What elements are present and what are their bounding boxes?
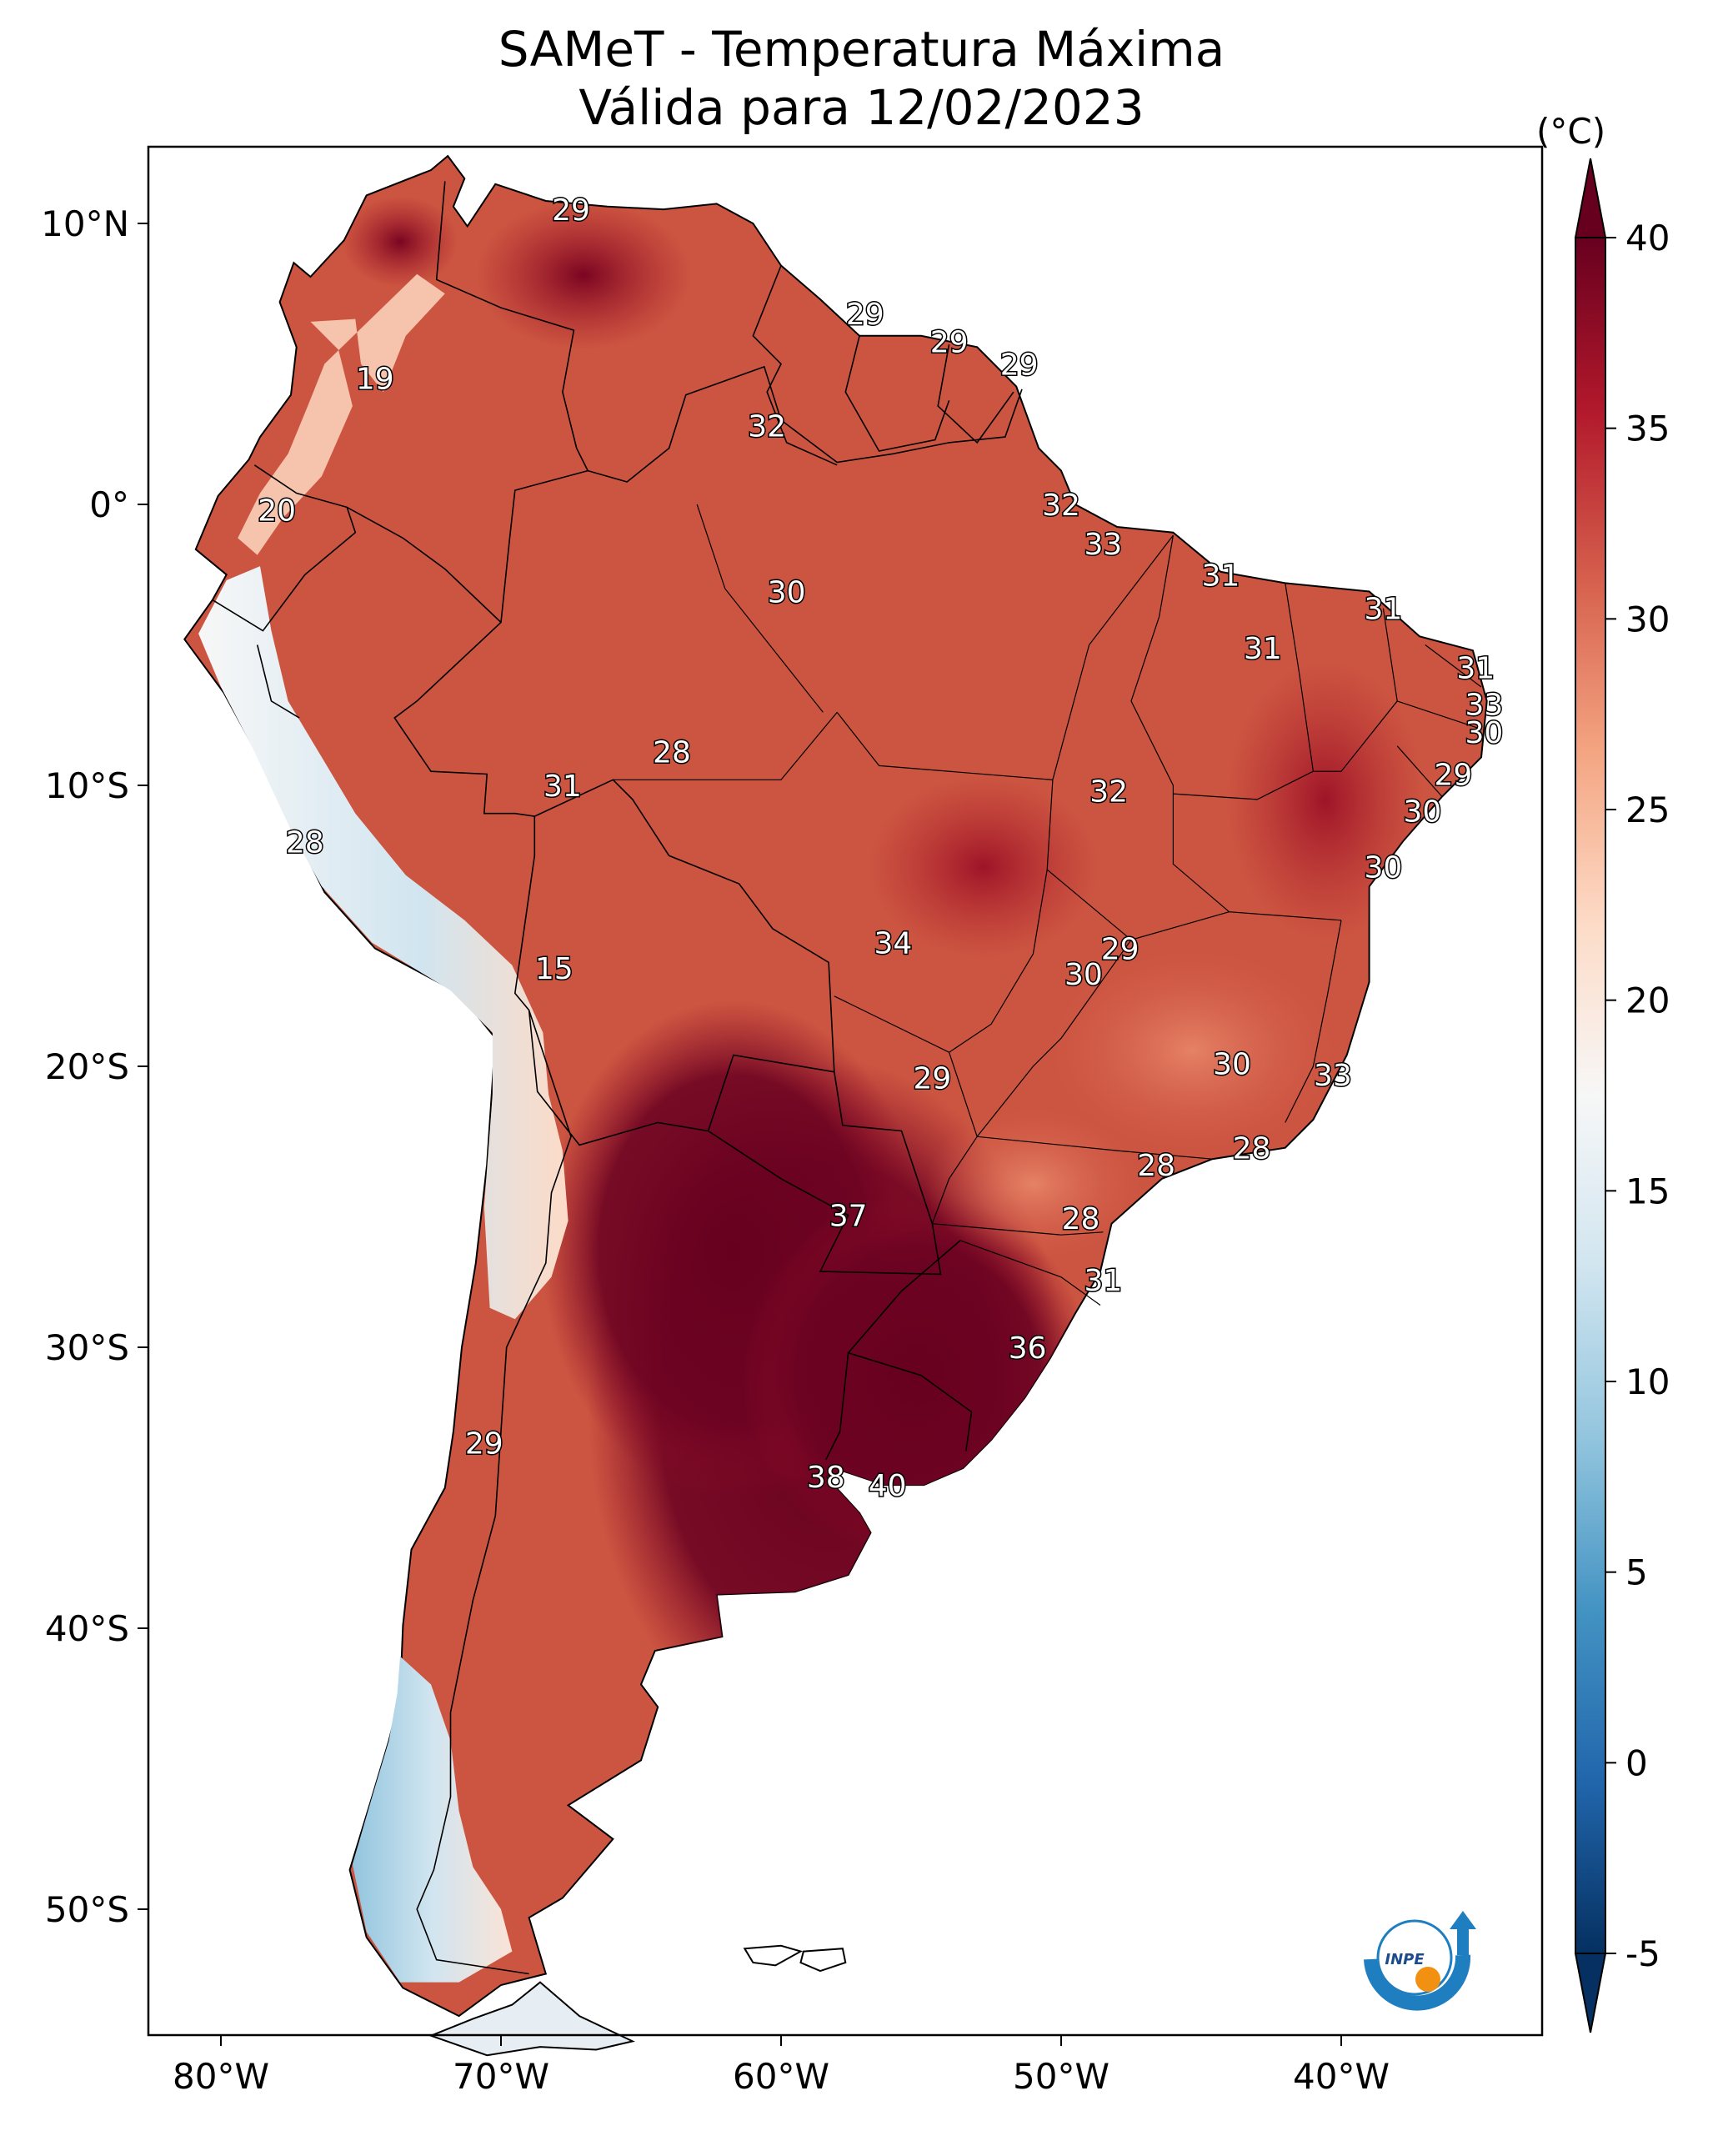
city-temperature-label: 33 (1465, 688, 1503, 722)
map-title-line1: SAMeT - Temperatura Máxima (498, 21, 1225, 78)
colorbar-tick-label: 30 (1625, 599, 1670, 639)
colorbar-unit: (°C) (1536, 111, 1605, 152)
city-temperature-label: 32 (1089, 775, 1128, 810)
longitude-axis: 80°W 70°W 60°W 50°W 40°W (173, 2035, 1390, 2097)
city-temperature-label: 29 (1101, 933, 1139, 967)
city-temperature-label: 31 (1364, 593, 1402, 627)
city-temperature-label: 33 (1084, 528, 1122, 562)
city-temperature-label: 30 (1213, 1048, 1251, 1082)
colorbar: 40 35 30 25 20 15 10 5 0 -5 (°C) (1536, 111, 1670, 2033)
colorbar-ticks: 40 35 30 25 20 15 10 5 0 -5 (1605, 218, 1670, 1974)
city-temperature-label: 38 (807, 1461, 845, 1495)
city-temperature-label: 28 (1233, 1132, 1271, 1166)
inpe-logo: INPE (1364, 1911, 1476, 2011)
city-temperature-label: 28 (1137, 1149, 1175, 1183)
colorbar-tick-label: 10 (1625, 1361, 1670, 1402)
falkland-islands (743, 1944, 847, 1973)
city-temperature-label: 29 (465, 1427, 503, 1462)
map-frame (147, 145, 1544, 2037)
city-temperature-label: 28 (286, 825, 324, 860)
city-temperature-label: 29 (930, 326, 969, 360)
city-temperature-label: 37 (829, 1200, 868, 1234)
city-temperature-label: 28 (653, 736, 691, 770)
city-temperature-label: 19 (356, 362, 394, 396)
city-temperature-label: 15 (535, 952, 573, 986)
city-temperature-label: 29 (552, 193, 590, 228)
city-temperature-label: 40 (869, 1469, 907, 1503)
colombian-andes-cool-band (238, 273, 445, 555)
state-borders (613, 504, 1482, 1306)
city-temperature-label: 31 (1456, 652, 1495, 686)
city-temperature-label: 29 (1434, 759, 1472, 793)
heat-core-cerrado (867, 775, 1100, 959)
city-temperature-label: 29 (846, 298, 884, 332)
colorbar-tick-label: 0 (1625, 1742, 1648, 1783)
y-tick-label: 50°S (45, 1889, 129, 1930)
colorbar-tick-label: 20 (1625, 980, 1670, 1021)
city-temperature-label: 30 (1364, 851, 1402, 885)
mild-area-sao-paulo (925, 1109, 1142, 1259)
city-temperature-label: 30 (1064, 958, 1103, 992)
y-tick-label: 10°N (41, 203, 129, 244)
city-temperature-label: 31 (543, 770, 582, 804)
colorbar-tick-label: 35 (1625, 409, 1670, 449)
x-tick-label: 40°W (1293, 2056, 1390, 2097)
y-tick-label: 30°S (45, 1327, 129, 1368)
tierra-del-fuego (428, 1981, 635, 2057)
city-temperature-label: 34 (874, 927, 912, 961)
x-tick-label: 70°W (453, 2056, 549, 2097)
city-temperature-label: 33 (1314, 1059, 1352, 1093)
colorbar-max-extension (1574, 158, 1607, 238)
city-temperature-label: 20 (258, 494, 296, 529)
latitude-axis: 10°N 0° 10°S 20°S 30°S 40°S 50°S (41, 203, 148, 1930)
colorbar-min-extension (1574, 1953, 1607, 2033)
city-temperature-label: 29 (913, 1062, 951, 1096)
x-tick-label: 50°W (1013, 2056, 1109, 2097)
colorbar-tick-label: 5 (1625, 1552, 1648, 1593)
city-temperature-label: 32 (1042, 489, 1080, 523)
patagonia-cool-area (352, 1656, 513, 1983)
y-tick-label: 40°S (45, 1608, 129, 1649)
colorbar-tick-label: -5 (1625, 1933, 1660, 1974)
city-temperature-label: 31 (1084, 1264, 1122, 1298)
city-temperature-label: 36 (1009, 1331, 1047, 1366)
national-borders (212, 181, 1023, 1975)
colorbar-tick-label: 15 (1625, 1171, 1670, 1211)
city-temperature-label: 28 (1062, 1202, 1100, 1236)
x-tick-label: 60°W (733, 2056, 829, 2097)
heat-core-venezuela (475, 200, 692, 350)
heat-core-northeast (1225, 659, 1425, 942)
logo-orb-icon (1415, 1967, 1440, 1992)
y-tick-label: 0° (89, 484, 129, 525)
city-temperature-label: 31 (1202, 559, 1240, 593)
city-temperature-label: 31 (1244, 632, 1282, 666)
andes-cool-band (198, 566, 568, 1320)
city-temperature-label: 29 (1000, 348, 1039, 383)
y-tick-label: 10°S (45, 765, 129, 806)
colorbar-body (1575, 237, 1606, 1954)
y-tick-label: 20°S (45, 1046, 129, 1087)
city-temperature-label: 32 (748, 410, 786, 444)
logo-swoosh (1364, 1954, 1471, 2011)
city-temperature-label: 30 (1403, 795, 1441, 829)
logo-text: INPE (1385, 1951, 1425, 1968)
city-temperature-label: 30 (768, 576, 806, 610)
city-temperature-label: 30 (1465, 716, 1503, 750)
heat-core-maracaibo (342, 196, 458, 288)
x-tick-label: 80°W (173, 2056, 269, 2097)
colorbar-tick-label: 40 (1625, 218, 1670, 258)
colorbar-tick-label: 25 (1625, 790, 1670, 830)
map-title-line2: Válida para 12/02/2023 (579, 79, 1144, 136)
mild-area-minas (1050, 950, 1334, 1151)
logo-arrow-icon (1450, 1911, 1476, 1929)
